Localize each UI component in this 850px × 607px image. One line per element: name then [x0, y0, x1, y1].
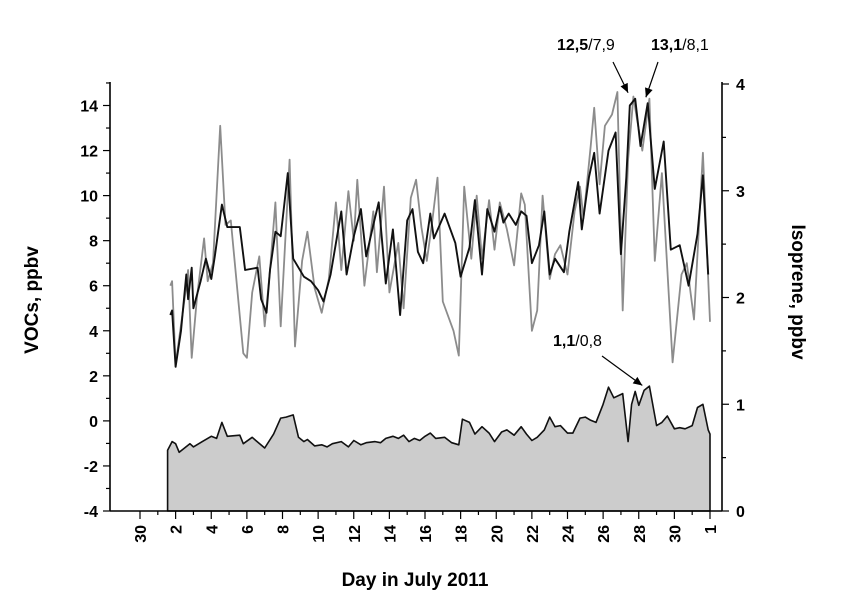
left-y-tick-label: 12 — [80, 144, 98, 161]
voc-lines-layer — [169, 91, 711, 368]
left-y-tick-label: -2 — [84, 459, 98, 476]
x-tick-label: 4 — [204, 525, 221, 534]
x-tick-label: 2 — [169, 525, 186, 534]
right-y-tick-label: 2 — [736, 291, 745, 308]
annotation-label: 12,5/7,9 — [557, 37, 615, 54]
annotations: 12,5/7,9 13,1/8,1 1,1/0,8 — [553, 37, 709, 386]
axes — [109, 82, 723, 512]
x-tick-label: 18 — [454, 525, 471, 543]
right-y-tick-label: 1 — [736, 397, 745, 414]
right-y-axis-title: Isoprene, ppbv — [787, 224, 808, 360]
left-y-tick-label: 8 — [89, 234, 98, 251]
left-y-axis-title: VOCs, ppbv — [22, 246, 43, 354]
left-y-tick-label: 14 — [80, 99, 98, 116]
x-tick-label: 10 — [311, 525, 328, 543]
x-tick-label: 6 — [240, 525, 257, 534]
x-tick-label: 24 — [561, 525, 578, 543]
left-y-tick-label: -4 — [84, 504, 98, 521]
annotation-secondary-value: /7,9 — [588, 37, 615, 54]
annotation-secondary-value: /0,8 — [575, 333, 602, 350]
left-y-tick-label: 6 — [89, 279, 98, 296]
isoprene-area — [166, 385, 711, 512]
x-tick-label: 28 — [632, 525, 649, 543]
x-tick-label: 14 — [382, 525, 399, 543]
left-y-ticks: -4 -2 0 2 4 6 8 10 12 14 — [80, 82, 110, 521]
x-tick-label: 12 — [347, 525, 364, 543]
left-y-tick-label: 10 — [80, 189, 98, 206]
annotation-label: 13,1/8,1 — [651, 37, 709, 54]
x-tick-label: 20 — [489, 525, 506, 543]
annotation-arrow-head — [632, 376, 643, 386]
x-ticks: 30 2 4 6 8 10 12 14 16 18 20 22 24 26 28 30 1 — [133, 511, 720, 543]
x-tick-label: 30 — [667, 525, 684, 543]
annotation-secondary-value: /8,1 — [682, 37, 709, 54]
right-y-tick-label: 3 — [736, 184, 745, 201]
right-y-tick-label: 4 — [736, 77, 745, 94]
left-y-tick-label: 4 — [89, 324, 98, 341]
x-tick-label: 22 — [525, 525, 542, 543]
x-axis-title: Day in July 2011 — [342, 570, 489, 591]
voc-series-grey-line — [169, 91, 711, 366]
annotation-bold-value: 12,5 — [557, 37, 588, 54]
x-tick-label: 26 — [596, 525, 613, 543]
right-y-tick-label: 0 — [736, 504, 745, 521]
annotation-bold-value: 13,1 — [651, 37, 682, 54]
annotation-arrow-head — [645, 87, 653, 98]
isoprene-area-layer — [166, 385, 711, 512]
x-tick-label: 1 — [703, 525, 720, 534]
voc-series-black-line — [169, 97, 710, 368]
x-tick-label: 16 — [418, 525, 435, 543]
left-y-tick-label: 2 — [89, 369, 98, 386]
annotation-arrow-head — [620, 82, 629, 93]
annotation-bold-value: 1,1 — [553, 333, 575, 350]
right-y-ticks: 0 1 2 3 4 — [722, 77, 745, 521]
x-tick-label: 30 — [133, 525, 150, 543]
x-tick-label: 8 — [276, 525, 293, 534]
annotation-label: 1,1/0,8 — [553, 333, 602, 350]
left-y-tick-label: 0 — [89, 414, 98, 431]
